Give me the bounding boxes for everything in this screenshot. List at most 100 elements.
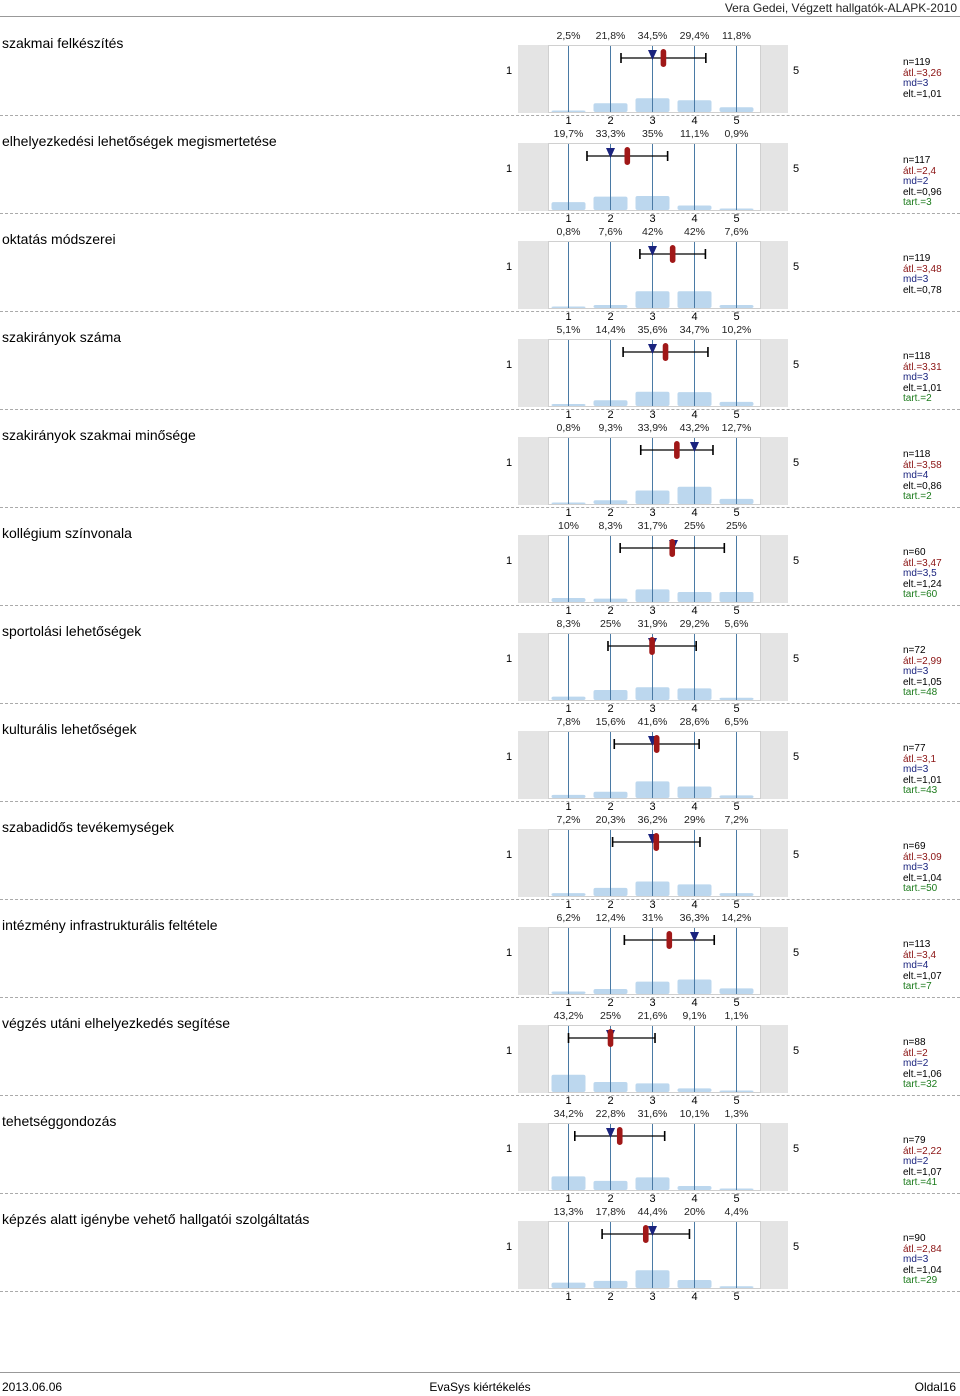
scale-low-label: 1 [506,849,513,861]
tick-label: 4 [691,311,697,323]
tick-label: 3 [649,507,655,519]
chart-frame [548,339,761,407]
stat-deviation: elt.=1,07 [903,970,942,982]
median-marker [648,1226,657,1236]
left-side-box [518,633,548,701]
tick-label: 5 [733,409,739,421]
stat-mean: átl.=2,99 [903,655,942,667]
percent-label: 43,2% [680,422,710,434]
tick-label: 2 [607,703,613,715]
percent-label: 12,7% [722,422,752,434]
stat-median: md=3 [903,78,929,89]
stat-median: md=3 [903,764,929,775]
percent-label: 25% [726,520,747,532]
stat-median: md=3,5 [903,568,937,579]
tick-label: 5 [733,507,739,519]
stat-abstentions: tart.=3 [903,197,932,208]
question-row: szabadidős tevékemységek 1 5 7,2% 20,3% 36,2%… [0,801,960,911]
mean-marker [624,147,631,165]
stat-mean: átl.=3,26 [903,67,942,79]
left-side-box [518,1221,548,1289]
percent-label: 42% [642,226,663,238]
median-marker [690,932,699,942]
page-footer: 2013.06.06 EvaSys kiértékelés Oldal16 [0,1372,960,1396]
tick-label: 5 [733,801,739,813]
percent-label: 8,3% [557,618,581,630]
chart-svg: 2,5% 21,8% 34,5% 29,4% 11,8% 1 2 3 4 5 [518,30,788,127]
percent-label: 34,2% [554,1108,584,1120]
stat-deviation: elt.=0,78 [903,284,942,296]
scale-low-label: 1 [506,359,513,371]
stat-abstentions: tart.=29 [903,1275,938,1286]
distribution-chart: 19,7% 33,3% 35% 11,1% 0,9% 1 2 3 4 5 [518,125,793,230]
tick-label: 1 [565,1291,571,1303]
distribution-chart: 0,8% 9,3% 33,9% 43,2% 12,7% 1 2 3 4 5 [518,419,793,524]
tick-label: 1 [565,507,571,519]
chart-frame [548,143,761,211]
tick-label: 1 [565,899,571,911]
chart-svg: 8,3% 25% 31,9% 29,2% 5,6% 1 2 3 4 5 [518,618,788,715]
page-header: Vera Gedei, Végzett hallgatók-ALAPK-2010 [0,0,960,17]
stat-median: md=2 [903,1058,929,1069]
right-side-box [761,829,788,897]
left-side-box [518,927,548,995]
stat-n: n=118 [903,449,931,460]
stat-n: n=118 [903,351,931,362]
scale-low-label: 1 [506,163,513,175]
mean-marker [669,539,676,557]
stat-deviation: elt.=1,04 [903,872,942,884]
question-row: kulturális lehetőségek 1 5 7,8% 15,6% 41,6% 28… [0,703,960,813]
scale-high-label: 5 [793,751,800,763]
percent-label: 17,8% [596,1206,626,1218]
percent-label: 20% [684,1206,705,1218]
stat-mean: átl.=3,4 [903,949,937,961]
stat-abstentions: tart.=32 [903,1079,938,1090]
percent-label: 36,2% [638,814,668,826]
percent-label: 7,8% [557,716,581,728]
stat-abstentions: tart.=7 [903,981,932,992]
chart-frame [548,731,761,799]
stat-mean: átl.=2 [903,1047,928,1059]
mean-marker [653,833,660,851]
percent-label: 15,6% [596,716,626,728]
percent-label: 44,4% [638,1206,668,1218]
question-row: sportolási lehetőségek 1 5 8,3% 25% 31,9% 29,2… [0,605,960,715]
stat-n: n=119 [903,57,931,68]
distribution-chart: 5,1% 14,4% 35,6% 34,7% 10,2% 1 2 3 4 5 [518,321,793,426]
percent-label: 28,6% [680,716,710,728]
percent-label: 9,1% [683,1010,707,1022]
right-side-box [761,633,788,701]
percent-label: 22,8% [596,1108,626,1120]
percent-label: 7,6% [599,226,623,238]
tick-label: 5 [733,899,739,911]
question-row: képzés alatt igénybe vehető hallgatói sz… [0,1193,960,1303]
left-side-box [518,339,548,407]
percent-label: 12,4% [596,912,626,924]
distribution-chart: 43,2% 25% 21,6% 9,1% 1,1% 1 2 3 4 5 [518,1007,793,1112]
tick-label: 3 [649,997,655,1009]
right-side-box [761,1025,788,1093]
stat-mean: átl.=3,48 [903,263,942,275]
mean-marker [674,441,680,459]
stats-block: n=60 átl.=3,47 md=3,5 elt.=1,24 tart.=60 [903,547,942,601]
median-marker [648,246,657,256]
percent-label: 29% [684,814,705,826]
right-side-box [761,1221,788,1289]
stat-mean: átl.=3,31 [903,361,942,373]
stat-n: n=117 [903,155,931,166]
mean-marker [607,1029,614,1047]
percent-label: 5,6% [725,618,749,630]
question-text: kollégium színvonala [2,525,132,541]
percent-label: 29,2% [680,618,710,630]
stat-median: md=4 [903,470,929,481]
percent-label: 25% [600,1010,621,1022]
median-marker [648,344,657,354]
question-row: kollégium színvonala 1 5 10% 8,3% 31,7% 25% 25%… [0,507,960,617]
scale-low-label: 1 [506,653,513,665]
stats-block: n=90 átl.=2,84 md=3 elt.=1,04 tart.=29 [903,1233,942,1287]
stat-median: md=3 [903,372,929,383]
percent-label: 0,8% [557,422,581,434]
percent-label: 25% [600,618,621,630]
tick-label: 4 [691,899,697,911]
percent-label: 2,5% [557,30,581,42]
